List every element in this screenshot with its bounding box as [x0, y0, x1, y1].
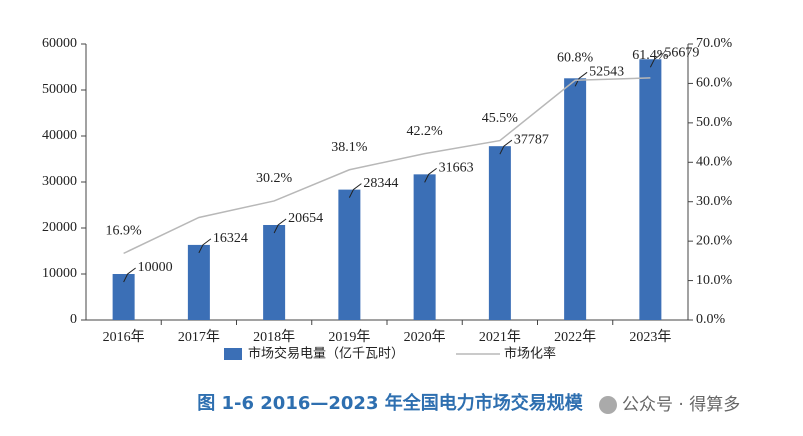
line-value-label: 42.2%	[407, 124, 444, 139]
y2-tick-label: 50.0%	[696, 115, 733, 130]
label-leader	[123, 267, 136, 283]
chart-title: 图 1-6 2016—2023 年全国电力市场交易规模	[197, 392, 584, 414]
bar-value-label: 28344	[363, 176, 398, 191]
label-leader	[348, 183, 362, 198]
y-tick-label: 30000	[42, 174, 77, 189]
legend-label: 市场交易电量（亿千瓦时）	[248, 346, 404, 362]
y2-tick-label: 30.0%	[696, 194, 733, 209]
y-tick-label: 0	[70, 312, 77, 327]
y-tick-label: 40000	[42, 128, 77, 143]
bar	[187, 244, 210, 320]
watermark-icon	[599, 396, 617, 414]
line-value-label: 30.2%	[256, 171, 293, 186]
line-value-label: 61.4%	[632, 48, 669, 63]
y-tick-label: 50000	[42, 82, 77, 97]
y2-tick-label: 20.0%	[696, 233, 733, 248]
label-leader	[424, 167, 437, 183]
legend-label: 市场化率	[504, 346, 556, 362]
x-tick-label: 2018年	[253, 329, 295, 345]
y2-tick-label: 10.0%	[696, 273, 733, 288]
x-tick-label: 2017年	[178, 329, 220, 345]
bar-value-label: 20654	[288, 211, 323, 226]
watermark: 公众号 · 得算多	[622, 395, 740, 415]
bar-value-label: 31663	[439, 161, 474, 176]
x-tick-label: 2019年	[328, 329, 370, 345]
line-value-label: 16.9%	[106, 224, 143, 239]
legend-swatch	[224, 348, 242, 360]
bar-value-label: 10000	[138, 260, 173, 275]
bar	[413, 174, 436, 320]
bar-value-label: 56679	[664, 45, 699, 60]
bar-value-label: 16324	[213, 231, 248, 246]
y-tick-label: 20000	[42, 220, 77, 235]
y2-tick-label: 60.0%	[696, 76, 733, 91]
y2-tick-label: 40.0%	[696, 155, 733, 170]
x-tick-label: 2016年	[103, 329, 145, 345]
line-value-label: 60.8%	[557, 50, 594, 65]
label-leader	[198, 238, 212, 254]
x-tick-label: 2020年	[404, 329, 446, 345]
label-leader	[649, 52, 663, 68]
x-tick-label: 2023年	[629, 329, 671, 345]
bar-value-label: 52543	[589, 65, 624, 80]
bar	[564, 78, 587, 320]
bar-value-label: 37787	[514, 132, 549, 147]
line-value-label: 45.5%	[482, 111, 519, 126]
y2-tick-label: 0.0%	[696, 312, 726, 327]
rate-line	[123, 77, 651, 255]
line-value-label: 38.1%	[331, 140, 368, 155]
y-tick-label: 60000	[42, 36, 77, 51]
bar	[263, 224, 286, 320]
bar	[639, 59, 662, 320]
bar	[338, 189, 361, 320]
y2-tick-label: 70.0%	[696, 36, 733, 51]
label-leader	[499, 139, 513, 155]
label-leader	[574, 71, 588, 87]
x-tick-label: 2022年	[554, 329, 596, 345]
x-tick-label: 2021年	[479, 329, 521, 345]
label-leader	[273, 218, 287, 234]
bar	[488, 146, 511, 320]
y-tick-label: 10000	[42, 266, 77, 281]
bar	[112, 274, 135, 320]
